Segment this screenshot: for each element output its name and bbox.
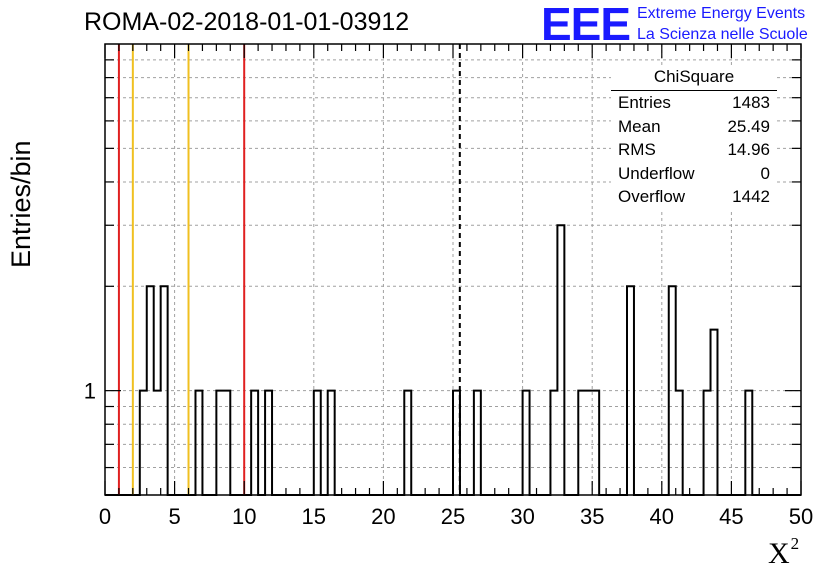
stats-row: Mean 25.49 bbox=[611, 115, 777, 139]
stats-row: RMS 14.96 bbox=[611, 138, 777, 162]
stats-label: Underflow bbox=[618, 163, 695, 183]
stats-box: ChiSquare Entries 1483 Mean 25.49 RMS 14.96 Un… bbox=[611, 66, 777, 209]
y-tick-label: 1 bbox=[84, 379, 96, 404]
histogram-bin bbox=[711, 330, 718, 495]
stats-row: Underflow 0 bbox=[611, 162, 777, 186]
stats-row: Entries 1483 bbox=[611, 91, 777, 115]
eee-logo: EEE bbox=[541, 0, 631, 50]
x-tick-label: 20 bbox=[371, 504, 395, 529]
x-tick-label: 10 bbox=[232, 504, 256, 529]
stats-row: Overflow 1442 bbox=[611, 185, 777, 209]
x-tick-label: 30 bbox=[510, 504, 534, 529]
chart-title: ROMA-02-2018-01-01-03912 bbox=[84, 8, 410, 36]
stats-label: RMS bbox=[618, 140, 656, 159]
stats-value: 25.49 bbox=[727, 116, 770, 136]
stats-rows: Entries 1483 Mean 25.49 RMS 14.96 Underflow 0 Ov… bbox=[611, 91, 777, 209]
stats-label: Overflow bbox=[618, 187, 686, 206]
histogram-outline bbox=[105, 224, 801, 496]
stats-value: 1483 bbox=[732, 93, 770, 112]
x-tick-label: 40 bbox=[650, 504, 674, 529]
stats-value: 1442 bbox=[732, 187, 770, 206]
stats-label: Mean bbox=[618, 116, 661, 136]
x-tick-label: 0 bbox=[99, 504, 111, 529]
stats-title: ChiSquare bbox=[611, 66, 777, 91]
stats-value: 14.96 bbox=[727, 140, 770, 159]
x-tick-label: 50 bbox=[789, 504, 813, 529]
logo-caption: Extreme Energy Events La Scienza nelle S… bbox=[637, 3, 808, 45]
x-axis-label: X2 bbox=[768, 534, 799, 571]
stats-label: Entries bbox=[618, 93, 671, 112]
x-tick-label: 35 bbox=[580, 504, 604, 529]
y-axis-label: Entries/bin bbox=[6, 140, 36, 268]
x-tick-label: 45 bbox=[719, 504, 743, 529]
x-tick-label: 25 bbox=[441, 504, 465, 529]
stats-value: 0 bbox=[760, 163, 770, 183]
logo-line-1: Extreme Energy Events bbox=[637, 5, 806, 22]
logo-line-2: La Scienza nelle Scuole bbox=[637, 26, 808, 43]
x-tick-label: 15 bbox=[302, 504, 326, 529]
x-axis-label-base: X bbox=[768, 537, 790, 570]
x-axis-label-superscript: 2 bbox=[790, 534, 800, 553]
histogram-bin bbox=[557, 225, 564, 495]
x-tick-label: 5 bbox=[168, 504, 180, 529]
